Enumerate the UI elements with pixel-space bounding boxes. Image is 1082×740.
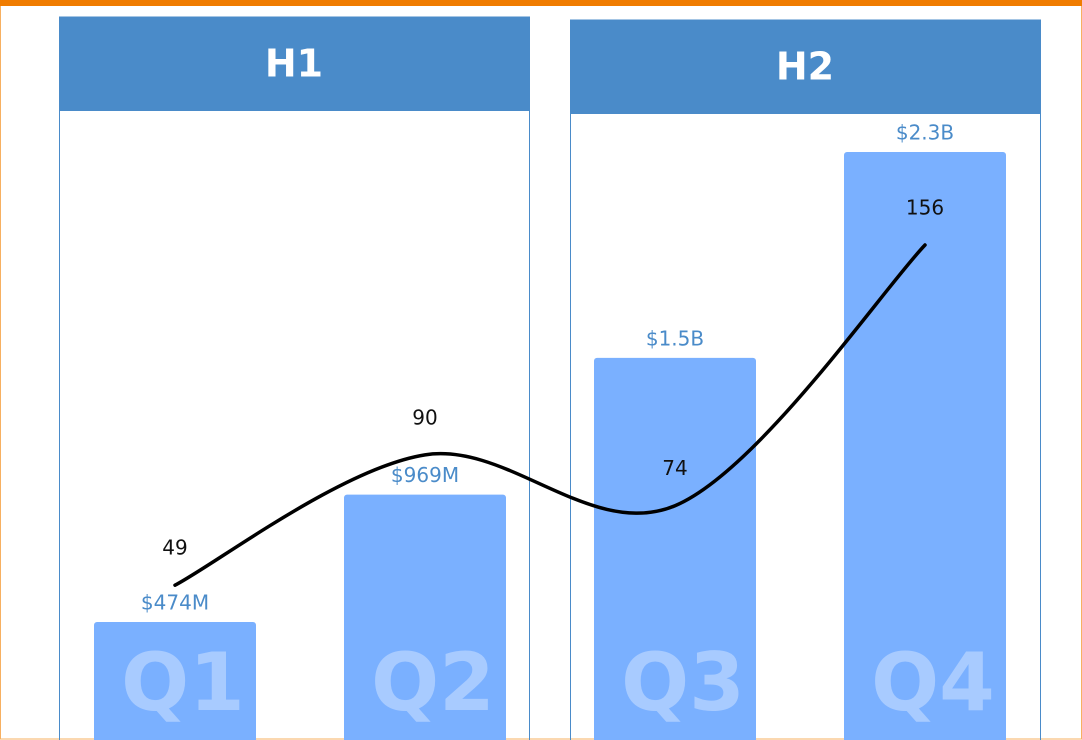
line-value-label: 90 <box>412 405 437 429</box>
line-value-label: 156 <box>906 196 944 220</box>
category-label: Q4 <box>871 636 995 729</box>
bar-value-label: $2.3B <box>896 121 954 145</box>
category-label: Q1 <box>121 636 245 729</box>
bar-value-label: $474M <box>141 590 209 614</box>
bar <box>844 152 1006 740</box>
bar-value-label: $969M <box>391 463 459 487</box>
group-label: H2 <box>776 45 834 89</box>
line-value-label: 74 <box>662 456 687 480</box>
line <box>173 243 927 587</box>
bar <box>94 621 256 740</box>
bar <box>344 494 506 740</box>
panel-header <box>59 17 530 111</box>
bar-value-label: $1.5B <box>646 326 704 350</box>
category-label: Q2 <box>371 636 495 729</box>
bar <box>594 357 756 740</box>
group-label: H1 <box>265 42 323 86</box>
top-bar <box>0 0 1082 6</box>
line-value-label: 49 <box>162 536 187 560</box>
panel-header <box>570 20 1041 114</box>
category-label: Q3 <box>621 636 745 729</box>
panels: H1 H2 <box>59 16 1041 740</box>
